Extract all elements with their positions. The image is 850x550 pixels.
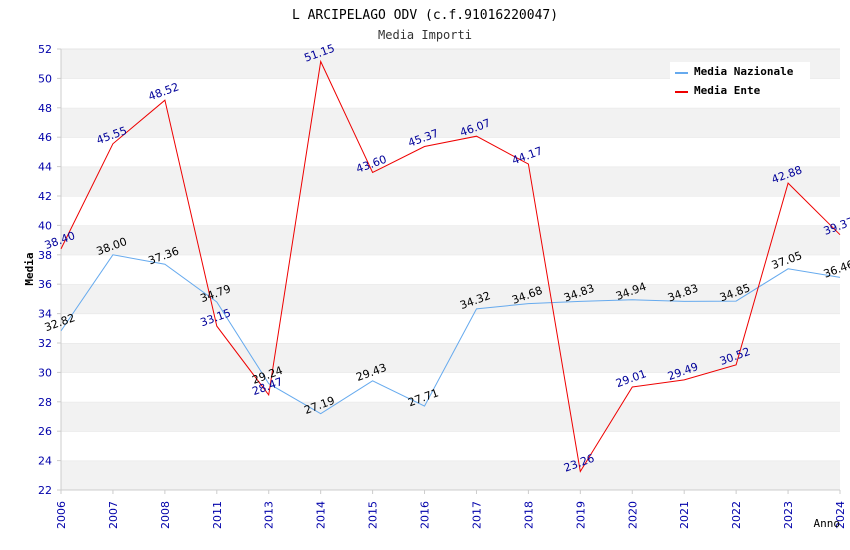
- y-tick-label: 46: [38, 131, 52, 144]
- x-tick-label: 2023: [782, 501, 795, 529]
- x-axis-title: Anno: [814, 517, 841, 530]
- series-line-media-nazionale: [60, 254, 841, 415]
- grid-band: [61, 431, 840, 461]
- x-tick-label: 2021: [678, 501, 691, 529]
- axes: [60, 49, 840, 491]
- grid-band: [61, 460, 840, 490]
- grid-band: [61, 284, 840, 314]
- grid-band: [61, 372, 840, 402]
- legend-label-media-nazionale: Media Nazionale: [694, 65, 794, 78]
- grid-band: [61, 107, 840, 138]
- y-tick-label: 38: [38, 249, 52, 262]
- x-tick-label: 2020: [626, 501, 639, 529]
- series-line-media-ente: [60, 59, 841, 473]
- x-tick-label: 2024: [834, 501, 847, 529]
- grid-band: [61, 196, 840, 226]
- y-tick-label: 26: [38, 425, 52, 438]
- y-tick-label: 40: [38, 219, 52, 232]
- y-tick-label: 52: [38, 43, 52, 56]
- x-tick-label: 2022: [730, 501, 743, 529]
- x-tick-label: 2014: [315, 501, 328, 529]
- y-ticks: 22 24 26 28 30 32 34 36 38 40 42 44 46 48 50 52: [38, 43, 61, 497]
- legend-box: [670, 62, 810, 100]
- y-tick-label: 30: [38, 366, 52, 379]
- series-lines: [60, 59, 841, 473]
- y-tick-label: 22: [38, 484, 52, 497]
- x-tick-label: 2007: [107, 501, 120, 529]
- grid-band: [61, 254, 840, 285]
- y-tick-label: 50: [38, 72, 52, 85]
- chart-subtitle: Media Importi: [378, 28, 472, 42]
- x-ticks: 2006 2007 2008 2011 2013 2014 2015 2016 2017 2018…: [55, 490, 847, 529]
- y-tick-label: 44: [38, 161, 52, 174]
- y-tick-label: 34: [38, 308, 52, 321]
- y-tick-label: 32: [38, 337, 52, 350]
- grid-band: [61, 225, 840, 255]
- x-tick-label: 2015: [367, 501, 380, 529]
- legend: Media Nazionale Media Ente: [670, 62, 810, 100]
- grid-band: [61, 401, 840, 432]
- grid-band: [61, 313, 840, 343]
- x-tick-label: 2019: [574, 501, 587, 529]
- grid-band: [61, 137, 840, 167]
- y-tick-label: 48: [38, 102, 52, 115]
- x-tick-label: 2011: [211, 501, 224, 529]
- x-tick-label: 2018: [522, 501, 535, 529]
- y-tick-label: 42: [38, 190, 52, 203]
- x-tick-label: 2016: [419, 501, 432, 529]
- x-tick-label: 2017: [470, 501, 483, 529]
- y-tick-label: 24: [38, 455, 52, 468]
- x-tick-label: 2013: [263, 501, 276, 529]
- y-tick-label: 28: [38, 396, 52, 409]
- x-tick-label: 2008: [159, 501, 172, 529]
- y-tick-label: 36: [38, 278, 52, 291]
- grid-bands: [61, 48, 840, 490]
- legend-label-media-ente: Media Ente: [694, 84, 761, 97]
- y-axis-title: Media: [23, 252, 36, 285]
- chart-title: L ARCIPELAGO ODV (c.f.91016220047): [292, 8, 558, 23]
- x-tick-label: 2006: [55, 501, 68, 529]
- grid-band: [61, 166, 840, 196]
